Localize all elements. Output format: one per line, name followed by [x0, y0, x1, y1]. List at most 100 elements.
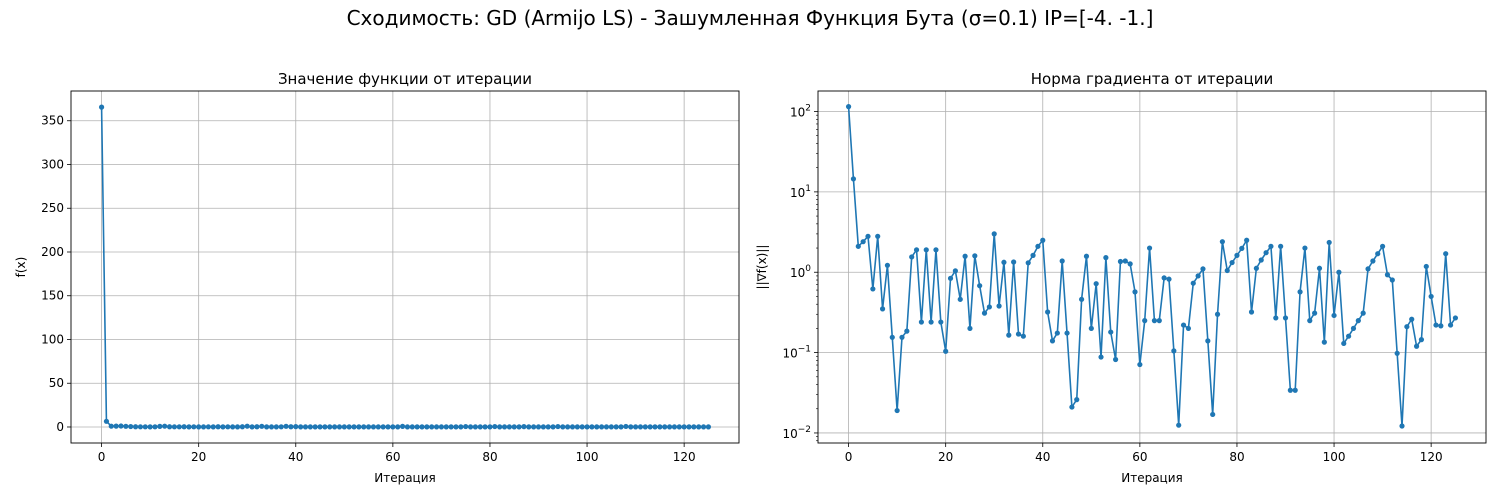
data-point: [1375, 251, 1381, 257]
data-point: [909, 254, 915, 260]
data-point: [370, 424, 377, 430]
data-point: [424, 424, 430, 430]
y-tick-label: 150: [41, 289, 64, 303]
data-point: [132, 424, 139, 430]
data-point: [1278, 243, 1284, 249]
y-tick-label: 300: [41, 157, 64, 171]
data-point: [1137, 361, 1143, 368]
x-tick-label: 120: [1420, 450, 1443, 464]
data-point: [1210, 411, 1216, 418]
data-point: [497, 424, 503, 430]
data-point: [676, 424, 682, 430]
data-point: [1399, 423, 1405, 429]
data-point: [996, 303, 1002, 309]
data-point: [589, 424, 595, 430]
data-point: [200, 424, 207, 430]
data-point: [1443, 251, 1449, 257]
data-point: [972, 253, 978, 259]
data-point: [302, 424, 309, 430]
data-point: [322, 424, 328, 430]
x-tick-label: 100: [1323, 450, 1346, 464]
data-point: [264, 424, 270, 430]
data-point: [700, 424, 707, 430]
data-point: [307, 424, 313, 430]
data-point: [1418, 337, 1425, 343]
data-point: [1350, 325, 1357, 332]
y-axis-label: ||∇f(x)||: [755, 245, 769, 290]
data-point: [293, 424, 299, 430]
data-point: [1079, 296, 1085, 302]
data-point: [458, 424, 464, 430]
data-point: [1132, 289, 1138, 295]
data-point: [118, 423, 124, 429]
x-tick-label: 60: [1132, 450, 1147, 464]
data-point: [889, 334, 895, 340]
data-point: [395, 424, 401, 430]
data-point: [1326, 239, 1332, 246]
data-point: [531, 424, 537, 430]
data-point: [584, 424, 590, 430]
data-point: [1384, 272, 1391, 278]
x-axis-label: Итерация: [1121, 471, 1183, 485]
data-point: [142, 424, 148, 430]
series-line: [847, 106, 1457, 427]
data-point: [1166, 276, 1172, 282]
data-point: [1409, 316, 1415, 322]
data-point: [1244, 237, 1250, 243]
y-tick-label: 250: [41, 201, 64, 215]
y-tick-label: 350: [41, 114, 64, 128]
data-point: [492, 423, 498, 430]
data-point: [594, 424, 600, 430]
data-point: [1433, 322, 1439, 328]
data-point: [1307, 318, 1313, 324]
data-point: [850, 176, 857, 182]
data-point: [225, 424, 231, 430]
data-point: [1360, 310, 1366, 316]
data-point: [526, 424, 532, 430]
data-point: [176, 424, 182, 430]
data-point: [1253, 265, 1259, 271]
y-tick-label: 0: [56, 420, 64, 434]
data-point: [681, 424, 687, 430]
data-point: [1040, 237, 1046, 243]
data-point: [657, 424, 663, 430]
data-point: [855, 243, 861, 249]
data-point: [1176, 422, 1182, 428]
data-point: [875, 233, 881, 239]
data-point: [390, 424, 396, 430]
data-point: [952, 268, 958, 274]
data-point: [1292, 387, 1298, 393]
data-point: [1088, 325, 1094, 332]
data-point: [346, 424, 352, 430]
x-tick-label: 20: [191, 450, 206, 464]
data-point: [1025, 260, 1031, 266]
data-point: [1287, 387, 1293, 393]
data-point: [1171, 348, 1177, 354]
data-point: [1438, 323, 1444, 329]
data-point: [957, 296, 963, 302]
data-point: [1185, 325, 1192, 332]
data-point: [1190, 280, 1196, 286]
data-point: [249, 424, 255, 430]
data-point: [288, 424, 294, 430]
data-point: [414, 424, 420, 430]
data-point: [215, 424, 221, 430]
data-point: [487, 424, 493, 430]
data-point: [438, 424, 445, 430]
data-point: [1127, 261, 1133, 267]
data-point: [1064, 330, 1070, 336]
data-point: [1263, 250, 1269, 256]
y-tick-label: 10−1: [782, 345, 811, 361]
data-point: [540, 424, 546, 430]
data-point: [928, 319, 934, 325]
data-point: [205, 424, 211, 430]
data-point: [642, 424, 648, 430]
data-point: [259, 423, 265, 429]
data-point: [1151, 318, 1158, 324]
data-point: [283, 423, 289, 429]
data-point: [171, 424, 177, 430]
data-point: [1015, 331, 1022, 337]
data-point: [351, 424, 357, 430]
data-point: [467, 424, 474, 430]
data-point: [633, 424, 639, 430]
